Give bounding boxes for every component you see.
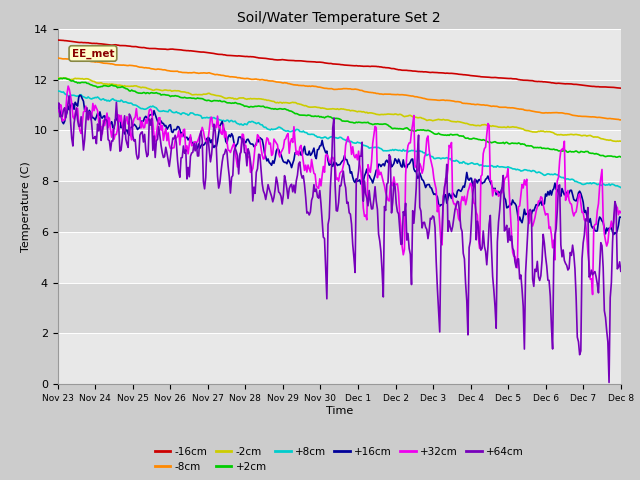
Bar [58, 80, 621, 130]
Bar [58, 130, 621, 181]
Bar [58, 333, 621, 384]
Title: Soil/Water Temperature Set 2: Soil/Water Temperature Set 2 [237, 11, 441, 25]
Bar [58, 181, 621, 232]
Bar [58, 232, 621, 283]
Y-axis label: Temperature (C): Temperature (C) [21, 161, 31, 252]
X-axis label: Time: Time [326, 406, 353, 416]
Legend: -16cm, -8cm, -2cm, +2cm, +8cm, +16cm, +32cm, +64cm: -16cm, -8cm, -2cm, +2cm, +8cm, +16cm, +3… [150, 443, 528, 476]
Text: EE_met: EE_met [72, 48, 114, 59]
Bar [58, 283, 621, 333]
Bar [58, 29, 621, 80]
